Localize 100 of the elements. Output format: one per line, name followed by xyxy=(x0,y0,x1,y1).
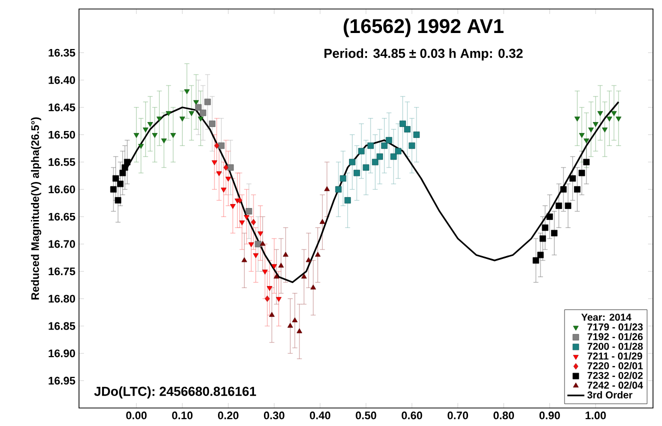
point xyxy=(315,252,321,257)
point xyxy=(276,297,282,302)
point xyxy=(237,197,242,204)
point xyxy=(546,214,553,220)
x-tick-label: 0.30 xyxy=(264,412,284,420)
point xyxy=(278,262,284,268)
point xyxy=(597,111,603,116)
point xyxy=(227,164,234,171)
y-axis-title: Reduced Magnitude(V) alpha(26.5°) xyxy=(30,117,42,300)
point xyxy=(324,186,330,192)
legend-title: Year: 2014 xyxy=(581,314,632,321)
x-tick-label: 0.10 xyxy=(172,412,193,420)
point xyxy=(152,133,158,138)
point xyxy=(224,164,228,171)
point xyxy=(147,122,153,127)
point xyxy=(142,128,148,132)
chart-title: (16562) 1992 AV1 xyxy=(344,18,504,38)
point xyxy=(335,186,342,193)
point xyxy=(271,264,277,270)
point xyxy=(354,170,360,176)
y-tick-label: 16.70 xyxy=(48,240,76,248)
y-tick-label: 16.45 xyxy=(48,104,76,112)
point xyxy=(386,137,392,144)
legend-label: 7220 - 02/01 xyxy=(588,362,643,370)
point xyxy=(244,215,250,220)
point xyxy=(218,142,225,149)
legend-label: 7211 - 01/29 xyxy=(588,352,642,360)
point xyxy=(564,202,572,209)
point xyxy=(574,116,580,122)
point xyxy=(184,89,190,94)
point xyxy=(262,270,268,275)
point xyxy=(349,158,356,166)
legend-label: 7192 - 01/26 xyxy=(588,332,643,340)
point xyxy=(310,284,316,290)
point xyxy=(117,180,124,188)
point xyxy=(253,253,259,258)
point xyxy=(198,116,204,122)
point xyxy=(251,218,256,226)
point xyxy=(258,231,264,236)
point xyxy=(367,142,374,149)
point xyxy=(296,328,302,334)
y-tick-label: 16.50 xyxy=(48,130,76,139)
y-tick-label: 16.60 xyxy=(48,186,76,194)
point xyxy=(606,116,612,122)
point xyxy=(124,158,130,166)
point xyxy=(180,116,186,122)
point xyxy=(239,220,245,226)
point xyxy=(134,133,140,138)
x-tick-label: 0.90 xyxy=(539,412,560,420)
point xyxy=(264,296,270,302)
point xyxy=(242,257,248,262)
point xyxy=(200,110,206,116)
point xyxy=(254,240,262,248)
point xyxy=(212,160,218,166)
y-tick-label: 16.55 xyxy=(48,158,76,166)
point xyxy=(119,170,126,176)
y-tick-label: 16.65 xyxy=(48,212,76,221)
point xyxy=(556,202,562,209)
legend-label: 7179 - 01/23 xyxy=(588,323,643,331)
point xyxy=(574,186,580,193)
point xyxy=(413,132,420,138)
point xyxy=(110,186,117,193)
point xyxy=(578,170,586,176)
y-tick-label: 16.90 xyxy=(48,349,76,358)
point xyxy=(569,175,576,182)
point xyxy=(583,158,590,166)
x-tick-label: 0.60 xyxy=(402,412,422,420)
point xyxy=(225,176,232,182)
point xyxy=(408,142,416,149)
point xyxy=(204,98,211,106)
point xyxy=(584,138,590,144)
point xyxy=(282,252,288,257)
y-tick-label: 16.35 xyxy=(48,48,76,57)
point xyxy=(166,111,172,116)
point xyxy=(292,317,298,322)
point xyxy=(372,158,378,166)
y-tick-label: 16.75 xyxy=(48,267,76,276)
point xyxy=(156,116,162,122)
point xyxy=(122,164,128,171)
point xyxy=(246,208,252,214)
point xyxy=(220,188,226,193)
point xyxy=(340,175,346,182)
point xyxy=(588,128,594,132)
point xyxy=(542,224,548,231)
point xyxy=(540,235,546,242)
point xyxy=(394,148,402,154)
point xyxy=(260,240,266,246)
legend-label: 7200 - 01/28 xyxy=(588,342,643,350)
point xyxy=(376,153,383,160)
point xyxy=(362,164,370,171)
point xyxy=(537,252,544,258)
point xyxy=(188,111,194,116)
text: Period: 34.85 ± 0.03 h Amp: 0.32 xyxy=(324,48,523,61)
point xyxy=(532,257,540,264)
x-tick-label: 0.50 xyxy=(356,412,376,420)
point xyxy=(274,274,280,279)
point xyxy=(602,128,608,132)
point xyxy=(616,116,622,122)
x-tick-label: 0.00 xyxy=(126,412,147,420)
legend-label: 3rd Order xyxy=(587,391,632,398)
